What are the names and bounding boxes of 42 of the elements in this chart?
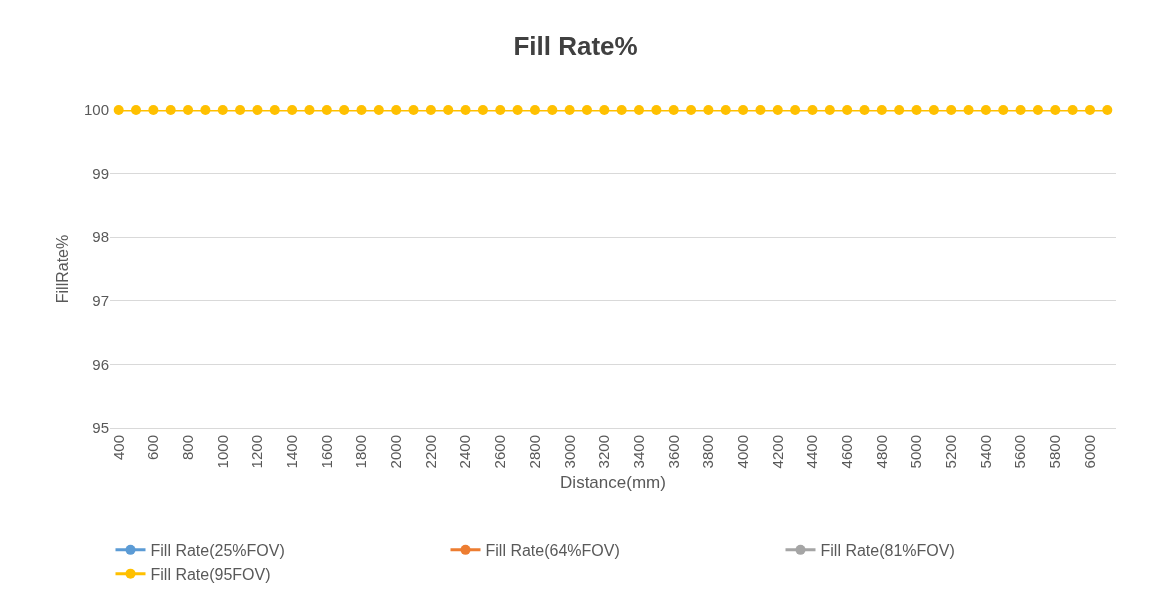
x-tick-label: 5800 <box>1046 435 1064 469</box>
x-tick-label: 2200 <box>421 435 439 469</box>
y-tick-label: 100 <box>83 101 109 119</box>
x-tick-label: 4600 <box>838 435 856 469</box>
y-tick-label: 95 <box>92 419 109 437</box>
x-axis-title: Distance(mm) <box>560 472 666 492</box>
y-tick-label: 99 <box>92 164 109 182</box>
x-tick-label: 1400 <box>282 435 300 469</box>
x-tick-label: 1200 <box>248 435 266 469</box>
y-tick-label: 98 <box>92 228 109 246</box>
x-tick-label: 5200 <box>942 435 960 469</box>
x-tick-label: 1600 <box>317 435 335 469</box>
x-tick-label: 2800 <box>525 435 543 469</box>
y-tick-label: 96 <box>92 355 109 373</box>
x-tick-label: 3800 <box>699 435 717 469</box>
y-axis-title: FillRate% <box>54 234 71 304</box>
x-tick-label: 3600 <box>664 435 682 469</box>
x-tick-label: 2000 <box>387 435 405 469</box>
x-tick-label: 6000 <box>1080 435 1098 469</box>
x-tick-label: 600 <box>144 435 162 461</box>
legend-label: Fill Rate(81%FOV) <box>820 542 955 560</box>
x-tick-label: 4800 <box>872 435 890 469</box>
x-tick-label: 5000 <box>907 435 925 469</box>
chart-title: Fill Rate% <box>513 30 638 61</box>
x-tick-label: 5600 <box>1011 435 1029 469</box>
x-tick-label: 4400 <box>803 435 821 469</box>
legend-label: Fill Rate(64%FOV) <box>485 542 620 560</box>
x-tick-label: 3400 <box>629 435 647 469</box>
x-tick-label: 800 <box>178 435 196 461</box>
x-tick-label: 3000 <box>560 435 578 469</box>
legend-label: Fill Rate(95FOV) <box>150 565 271 583</box>
x-tick-label: 2600 <box>491 435 509 469</box>
x-tick-label: 4200 <box>768 435 786 469</box>
y-tick-label: 97 <box>92 292 109 310</box>
x-tick-label: 3200 <box>595 435 613 469</box>
x-tick-label: 1800 <box>352 435 370 469</box>
x-tick-label: 400 <box>109 435 127 461</box>
x-tick-label: 5400 <box>976 435 994 469</box>
x-tick-label: 4000 <box>733 435 751 469</box>
legend-label: Fill Rate(25%FOV) <box>150 542 285 560</box>
x-tick-label: 2400 <box>456 435 474 469</box>
x-tick-label: 1000 <box>213 435 231 469</box>
